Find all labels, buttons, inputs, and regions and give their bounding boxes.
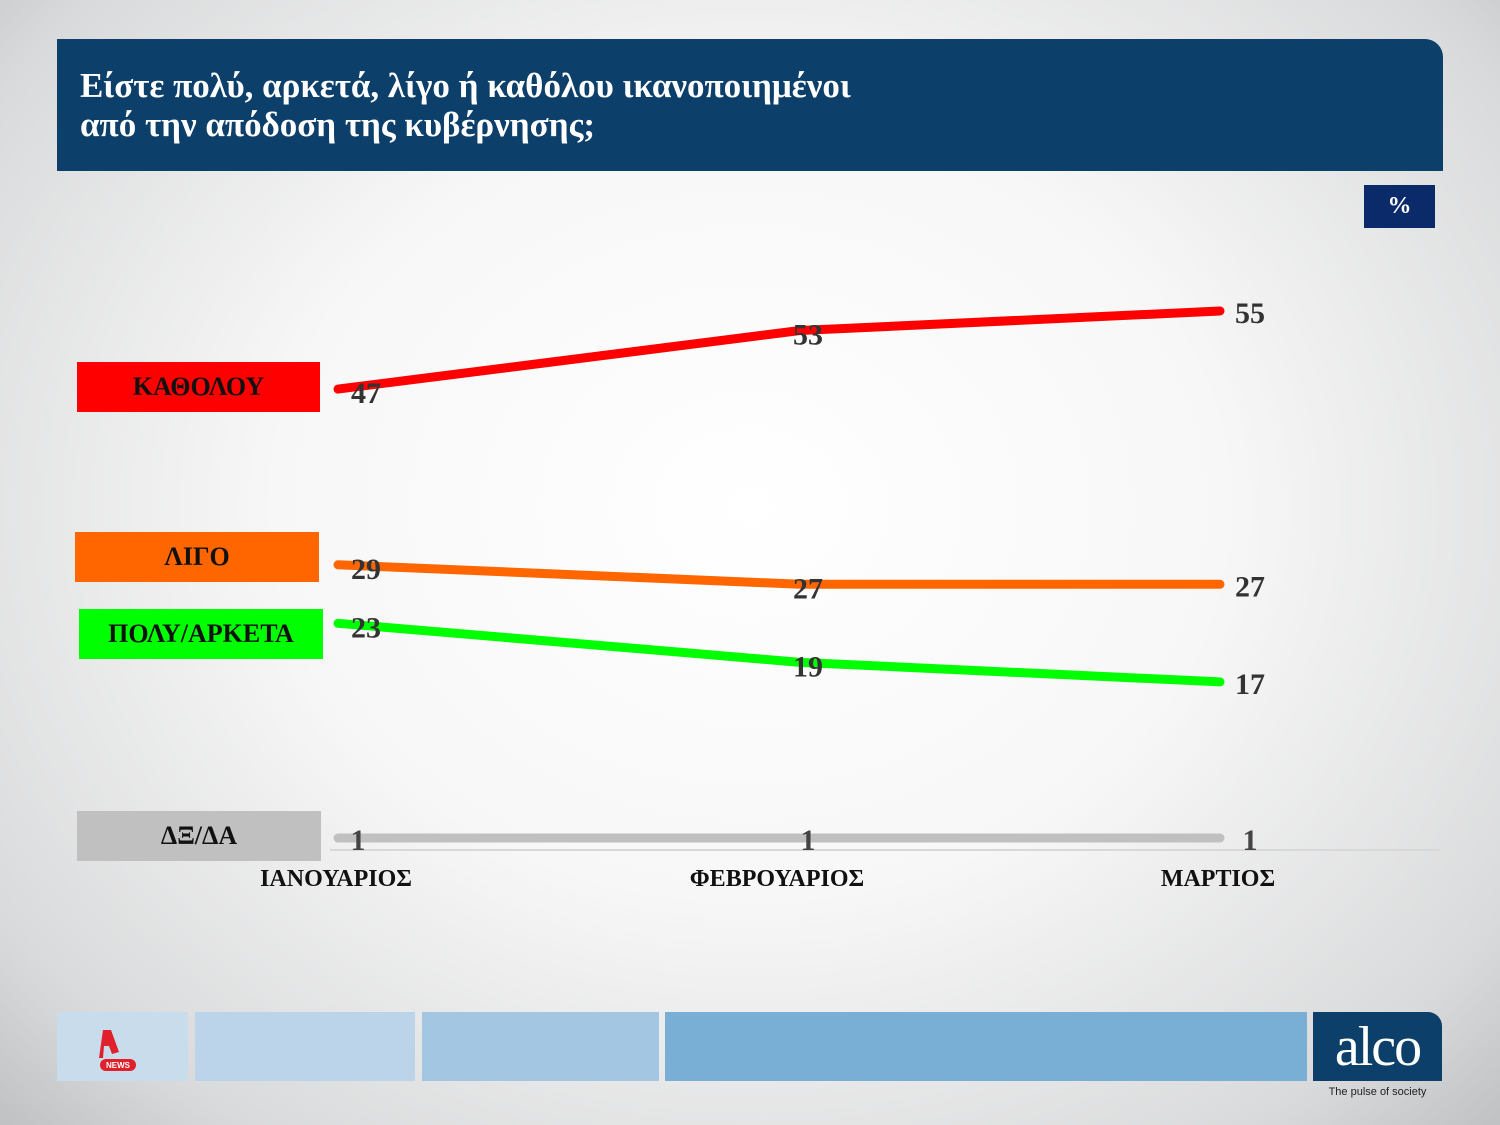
legend-dk-na: ΔΞ/ΔΑ [77,811,321,861]
unit-badge: % [1364,185,1435,228]
x-tick-label: ΜΑΡΤΙΟΣ [1161,866,1275,892]
data-label: 1 [351,824,366,857]
series-line-0 [333,306,1225,394]
header-banner: Είστε πολύ, αρκετά, λίγο ή καθόλου ικανο… [57,39,1443,171]
alpha-news-logo: NEWS [57,1012,188,1081]
legend-ligo: ΛΙΓΟ [75,532,319,582]
legend-kathólou: ΚΑΘΟΛΟΥ [77,362,320,412]
footer-bar-2 [422,1012,659,1081]
alco-logo: alco [1313,1012,1442,1081]
data-label: 27 [1235,570,1265,603]
footer-bar-1 [195,1012,415,1081]
chart-title: Είστε πολύ, αρκετά, λίγο ή καθόλου ικανο… [80,66,851,144]
svg-text:NEWS: NEWS [106,1061,131,1070]
alpha-logo-icon: NEWS [99,1030,136,1071]
series-line-1 [333,560,1225,589]
data-label: 29 [351,553,381,586]
data-label: 27 [793,572,823,605]
data-label: 19 [793,650,823,683]
series-line-2 [333,618,1225,687]
data-label: 1 [801,824,816,857]
legend-poly-arketa: ΠΟΛΥ/ΑΡΚΕΤΑ [79,609,323,659]
x-tick-label: ΙΑΝΟΥΑΡΙΟΣ [260,866,412,892]
x-tick-label: ΦΕΒΡΟΥΑΡΙΟΣ [690,866,864,892]
data-label: 1 [1243,824,1258,857]
alco-tagline: The pulse of society [1328,1086,1427,1098]
data-label: 23 [351,611,381,644]
footer-bar-3 [665,1012,1307,1081]
data-label: 53 [793,319,823,352]
data-label: 55 [1235,297,1265,330]
data-label: 47 [351,377,381,410]
data-label: 17 [1235,668,1265,701]
